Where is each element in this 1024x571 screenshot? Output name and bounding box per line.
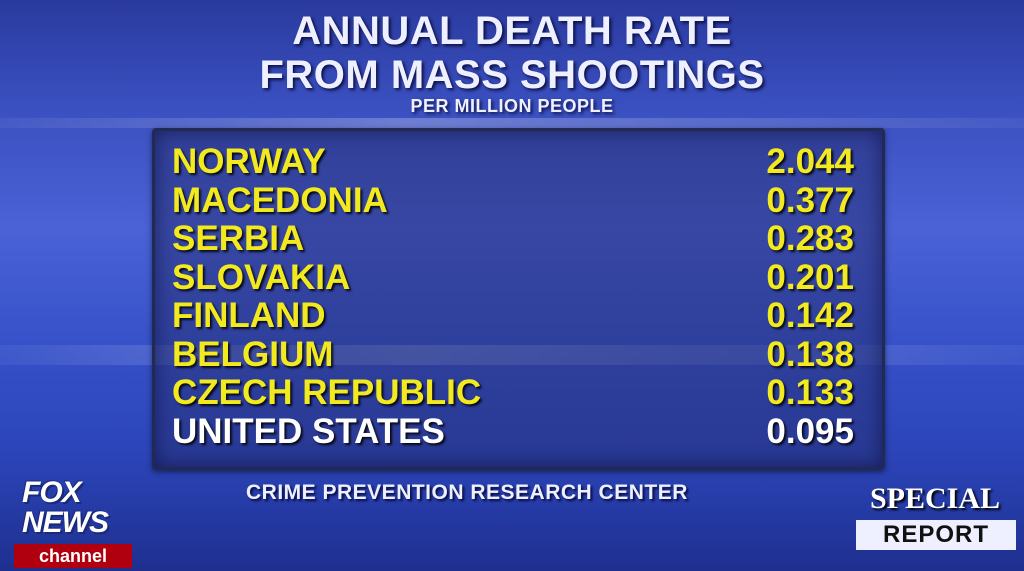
table-row: FINLAND 0.142 — [172, 297, 854, 335]
country-name: UNITED STATES — [172, 411, 445, 451]
data-table-panel — [152, 128, 885, 470]
chart-title: ANNUAL DEATH RATE — [292, 9, 732, 53]
death-rate-value: 0.142 — [766, 296, 854, 335]
table-row: BELGIUM 0.138 — [172, 334, 854, 374]
table-row: MACEDONIA 0.377 — [172, 180, 854, 220]
country-name: SERBIA — [172, 219, 305, 258]
death-rate-value: 0.283 — [766, 219, 854, 258]
death-rate-value: 0.201 — [766, 257, 854, 297]
fox-news-logo: FOX NEWS channel — [14, 472, 132, 568]
country-name: SLOVAKIA — [172, 257, 351, 297]
chart-title-line2: FROM MASS SHOOTINGS — [259, 53, 765, 97]
show-title: SPECIAL — [869, 482, 1001, 515]
table-row: NORWAY 2.044 — [172, 143, 854, 181]
country-name: NORWAY — [172, 142, 326, 181]
source-credit: CRIME PREVENTION RESEARCH CENTER — [246, 481, 688, 504]
country-name: BELGIUM — [172, 334, 334, 374]
death-rate-value: 0.138 — [766, 334, 854, 374]
channel-label: channel — [14, 544, 132, 568]
show-subtitle: REPORT — [856, 520, 1016, 550]
death-rate-value: 0.133 — [766, 373, 854, 412]
table-row: CZECH REPUBLIC 0.133 — [172, 374, 854, 412]
country-name: FINLAND — [172, 296, 326, 335]
decor-band — [0, 118, 1024, 128]
special-report-logo: SPECIAL REPORT — [850, 482, 1020, 554]
table-row: SLOVAKIA 0.201 — [172, 257, 854, 297]
chart-subtitle: PER MILLION PEOPLE — [410, 96, 614, 116]
death-rate-value: 0.095 — [766, 411, 854, 451]
network-logo-text: FOX NEWS — [22, 476, 109, 539]
country-name: MACEDONIA — [172, 180, 388, 220]
table-row: UNITED STATES 0.095 — [172, 411, 854, 451]
death-rate-value: 0.377 — [766, 180, 854, 220]
table-row: SERBIA 0.283 — [172, 220, 854, 258]
country-name: CZECH REPUBLIC — [172, 373, 482, 412]
death-rate-value: 2.044 — [766, 142, 854, 181]
